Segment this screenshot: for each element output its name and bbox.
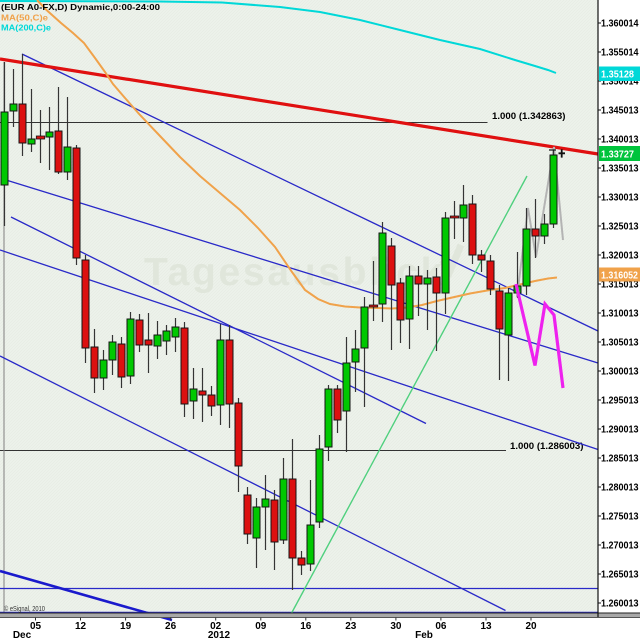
svg-text:1.275013: 1.275013 [601, 512, 639, 523]
svg-text:02: 02 [210, 621, 222, 632]
svg-text:2012: 2012 [208, 630, 231, 639]
svg-text:12: 12 [75, 621, 87, 632]
svg-text:1.315013: 1.315013 [601, 280, 639, 291]
svg-text:1.280013: 1.280013 [601, 483, 639, 494]
svg-text:1.350014: 1.350014 [601, 77, 639, 88]
svg-text:1.295013: 1.295013 [601, 396, 639, 407]
svg-text:MA(200,C)e: MA(200,C)e [1, 23, 51, 33]
svg-text:05: 05 [30, 621, 42, 632]
svg-text:26: 26 [165, 621, 177, 632]
svg-text:23: 23 [345, 621, 357, 632]
svg-text:13: 13 [480, 621, 492, 632]
svg-text:1.290013: 1.290013 [601, 425, 639, 436]
svg-text:1.260013: 1.260013 [601, 599, 639, 610]
svg-text:Dec: Dec [13, 630, 32, 639]
svg-text:1.270013: 1.270013 [601, 541, 639, 552]
svg-text:1.265013: 1.265013 [601, 570, 639, 581]
svg-text:1.360014: 1.360014 [601, 19, 639, 30]
svg-text:1.35128: 1.35128 [601, 70, 634, 81]
svg-text:1.345013: 1.345013 [601, 106, 639, 117]
svg-text:(EUR A0-FX,D) Dynamic,0:00-24:: (EUR A0-FX,D) Dynamic,0:00-24:00 [1, 2, 160, 12]
svg-text:1.000 (1.342863): 1.000 (1.342863) [492, 111, 566, 121]
svg-text:1.355014: 1.355014 [601, 48, 639, 59]
svg-text:19: 19 [120, 621, 132, 632]
svg-text:1.310013: 1.310013 [601, 309, 639, 320]
svg-text:1.316052: 1.316052 [601, 270, 638, 281]
svg-text:16: 16 [300, 621, 312, 632]
svg-text:Feb: Feb [415, 630, 433, 639]
svg-text:1.300013: 1.300013 [601, 367, 639, 378]
svg-text:20: 20 [525, 621, 537, 632]
svg-text:1.285013: 1.285013 [601, 454, 639, 465]
svg-text:06: 06 [435, 621, 447, 632]
svg-text:1.000 (1.286003): 1.000 (1.286003) [510, 441, 584, 451]
svg-text:1.335013: 1.335013 [601, 164, 639, 175]
svg-text:MA(50,C)e: MA(50,C)e [1, 13, 48, 23]
svg-text:1.330013: 1.330013 [601, 193, 639, 204]
svg-text:1.340013: 1.340013 [601, 135, 639, 146]
svg-text:30: 30 [390, 621, 402, 632]
svg-text:1.320013: 1.320013 [601, 251, 639, 262]
svg-text:1.325013: 1.325013 [601, 222, 639, 233]
svg-text:1.33727: 1.33727 [601, 149, 634, 160]
svg-text:09: 09 [255, 621, 267, 632]
svg-text:© eSignal, 2010: © eSignal, 2010 [4, 605, 45, 613]
svg-text:1.305013: 1.305013 [601, 338, 639, 349]
